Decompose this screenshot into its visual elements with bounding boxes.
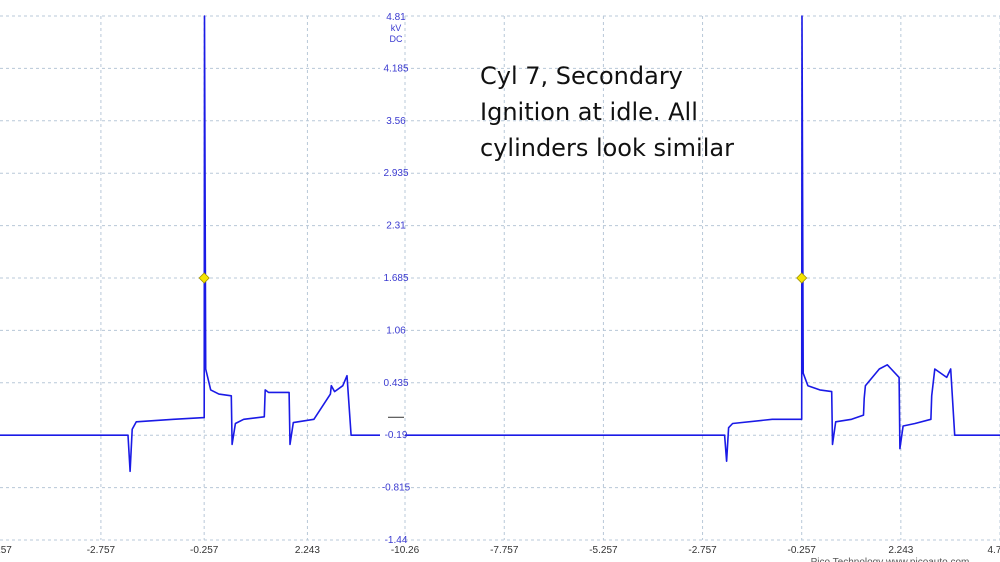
x-tick-label: 2.243 bbox=[888, 545, 913, 556]
y-tick-label: 1.685 bbox=[383, 273, 408, 284]
x-tick-label: -0.257 bbox=[190, 545, 219, 556]
y-tick-label: -0.19 bbox=[385, 430, 408, 441]
x-tick-label: -2.757 bbox=[688, 545, 717, 556]
y-tick-label: 2.31 bbox=[386, 221, 406, 232]
coupling-label: DC bbox=[390, 34, 403, 44]
x-tick-label: -7.757 bbox=[490, 545, 519, 556]
waveform-trace-2 bbox=[405, 15, 1000, 463]
x-tick-label: -5.257 bbox=[589, 545, 618, 556]
y-tick-label: 3.56 bbox=[386, 116, 406, 127]
trigger-marker-1 bbox=[198, 272, 210, 284]
x-tick-label: -10.26 bbox=[391, 545, 420, 556]
y-tick-label: 4.185 bbox=[383, 63, 408, 74]
waveform-trace-1 bbox=[0, 15, 380, 473]
unit-label: kV bbox=[391, 23, 402, 33]
y-tick-label: -0.815 bbox=[382, 483, 411, 494]
footer-text: Pico Technology www.picoauto.com bbox=[811, 557, 970, 562]
y-tick-label: 1.06 bbox=[386, 325, 406, 336]
x-tick-label: -2.757 bbox=[87, 545, 116, 556]
x-tick-label: -0.257 bbox=[788, 545, 817, 556]
waveform-traces bbox=[0, 15, 1000, 473]
trigger-markers bbox=[198, 272, 808, 284]
trigger-marker-2 bbox=[796, 272, 808, 284]
y-tick-label: 4.81 bbox=[386, 12, 406, 23]
y-tick-label: -1.44 bbox=[385, 535, 408, 546]
x-tick-label: 2.243 bbox=[295, 545, 320, 556]
y-tick-label: 0.435 bbox=[383, 378, 408, 389]
y-tick-label: 2.935 bbox=[383, 168, 408, 179]
x-tick-label: -5.257 bbox=[0, 545, 12, 556]
annotation-text: Cyl 7, Secondary Ignition at idle. All c… bbox=[480, 62, 734, 162]
x-tick-label: 4.743 bbox=[987, 545, 1000, 556]
axis-labels: -5.257 -2.757 -0.257 2.243 4.81 4.185 3.56 2.93… bbox=[0, 12, 1000, 562]
